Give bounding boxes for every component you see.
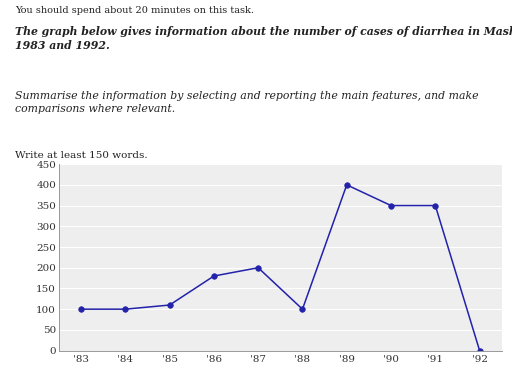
Text: You should spend about 20 minutes on this task.: You should spend about 20 minutes on thi… bbox=[15, 6, 254, 15]
Text: Write at least 150 words.: Write at least 150 words. bbox=[15, 151, 148, 160]
Text: The graph below gives information about the number of cases of diarrhea in Mashh: The graph below gives information about … bbox=[15, 26, 512, 51]
Text: Summarise the information by selecting and reporting the main features, and make: Summarise the information by selecting a… bbox=[15, 91, 479, 114]
